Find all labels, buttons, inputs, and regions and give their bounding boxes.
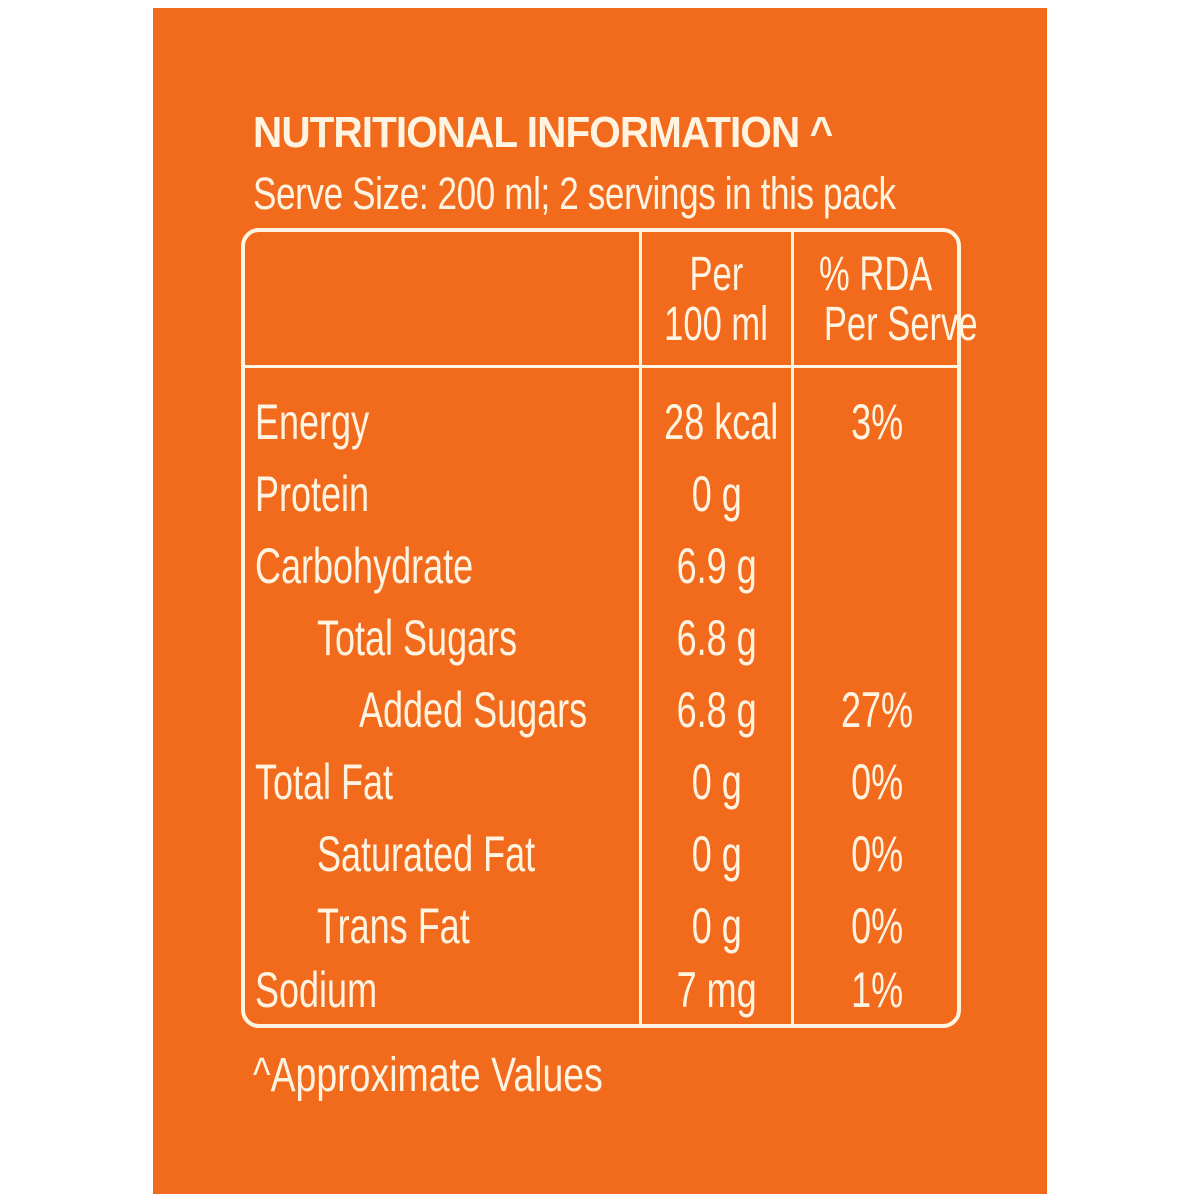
header-rda-per-serve: % RDA Per Serve [794, 248, 978, 350]
per-100ml-value: 6.9 g [676, 538, 757, 594]
nutrient-name: Carbohydrate [255, 538, 474, 594]
table-row-energy: Energy 28 kcal 3% [245, 392, 965, 464]
label-title: NUTRITIONAL INFORMATION ^ [253, 108, 833, 157]
nutrient-name: Total Fat [255, 754, 394, 810]
rda-value: 0% [851, 898, 904, 954]
table-row-total-sugars: Total Sugars 6.8 g [245, 608, 965, 680]
column-divider-per [639, 232, 642, 1024]
per-100ml-value: 28 kcal [664, 394, 779, 450]
per-100ml-value: 7 mg [676, 962, 757, 1018]
rda-value: 0% [851, 754, 904, 810]
table-row-added-sugars: Added Sugars 6.8 g 27% [245, 680, 965, 752]
nutrient-name: Energy [255, 394, 370, 450]
header-per-100ml: Per 100 ml [642, 250, 791, 350]
header-per-line1: Per [689, 248, 744, 301]
header-rda-line1: % RDA [818, 248, 933, 301]
per-100ml-value: 0 g [691, 898, 742, 954]
per-100ml-value: 6.8 g [676, 682, 757, 738]
nutrition-table: Per 100 ml % RDA Per Serve Energy 28 kca… [241, 228, 978, 1028]
nutrient-name: Trans Fat [317, 898, 470, 954]
rda-value: 1% [851, 962, 904, 1018]
serve-size-text: Serve Size: 200 ml; 2 servings in this p… [253, 168, 896, 219]
header-per-line2: 100 ml [664, 298, 769, 351]
rda-value: 27% [841, 682, 914, 738]
header-rda-line2: Per Serve [823, 298, 978, 351]
column-divider-rda [791, 232, 794, 1024]
nutrient-name: Saturated Fat [317, 826, 536, 882]
per-100ml-value: 0 g [691, 754, 742, 810]
per-100ml-value: 0 g [691, 826, 742, 882]
per-100ml-value: 6.8 g [676, 610, 757, 666]
header-divider [245, 365, 957, 368]
per-100ml-value: 0 g [691, 466, 742, 522]
table-row-sodium: Sodium 7 mg 1% [245, 960, 965, 1032]
table-row-carbohydrate: Carbohydrate 6.9 g [245, 536, 965, 608]
table-row-total-fat: Total Fat 0 g 0% [245, 752, 965, 824]
nutrient-name: Added Sugars [359, 682, 588, 738]
footnote: ^Approximate Values [253, 1049, 603, 1102]
nutrient-name: Protein [255, 466, 370, 522]
table-row-protein: Protein 0 g [245, 464, 965, 536]
table-row-saturated-fat: Saturated Fat 0 g 0% [245, 824, 965, 896]
nutrient-name: Total Sugars [317, 610, 518, 666]
nutrition-label-panel: NUTRITIONAL INFORMATION ^ Serve Size: 20… [153, 8, 1047, 1194]
rda-value: 0% [851, 826, 904, 882]
rda-value: 3% [851, 394, 904, 450]
nutrient-name: Sodium [255, 962, 378, 1018]
table-row-trans-fat: Trans Fat 0 g 0% [245, 896, 965, 968]
